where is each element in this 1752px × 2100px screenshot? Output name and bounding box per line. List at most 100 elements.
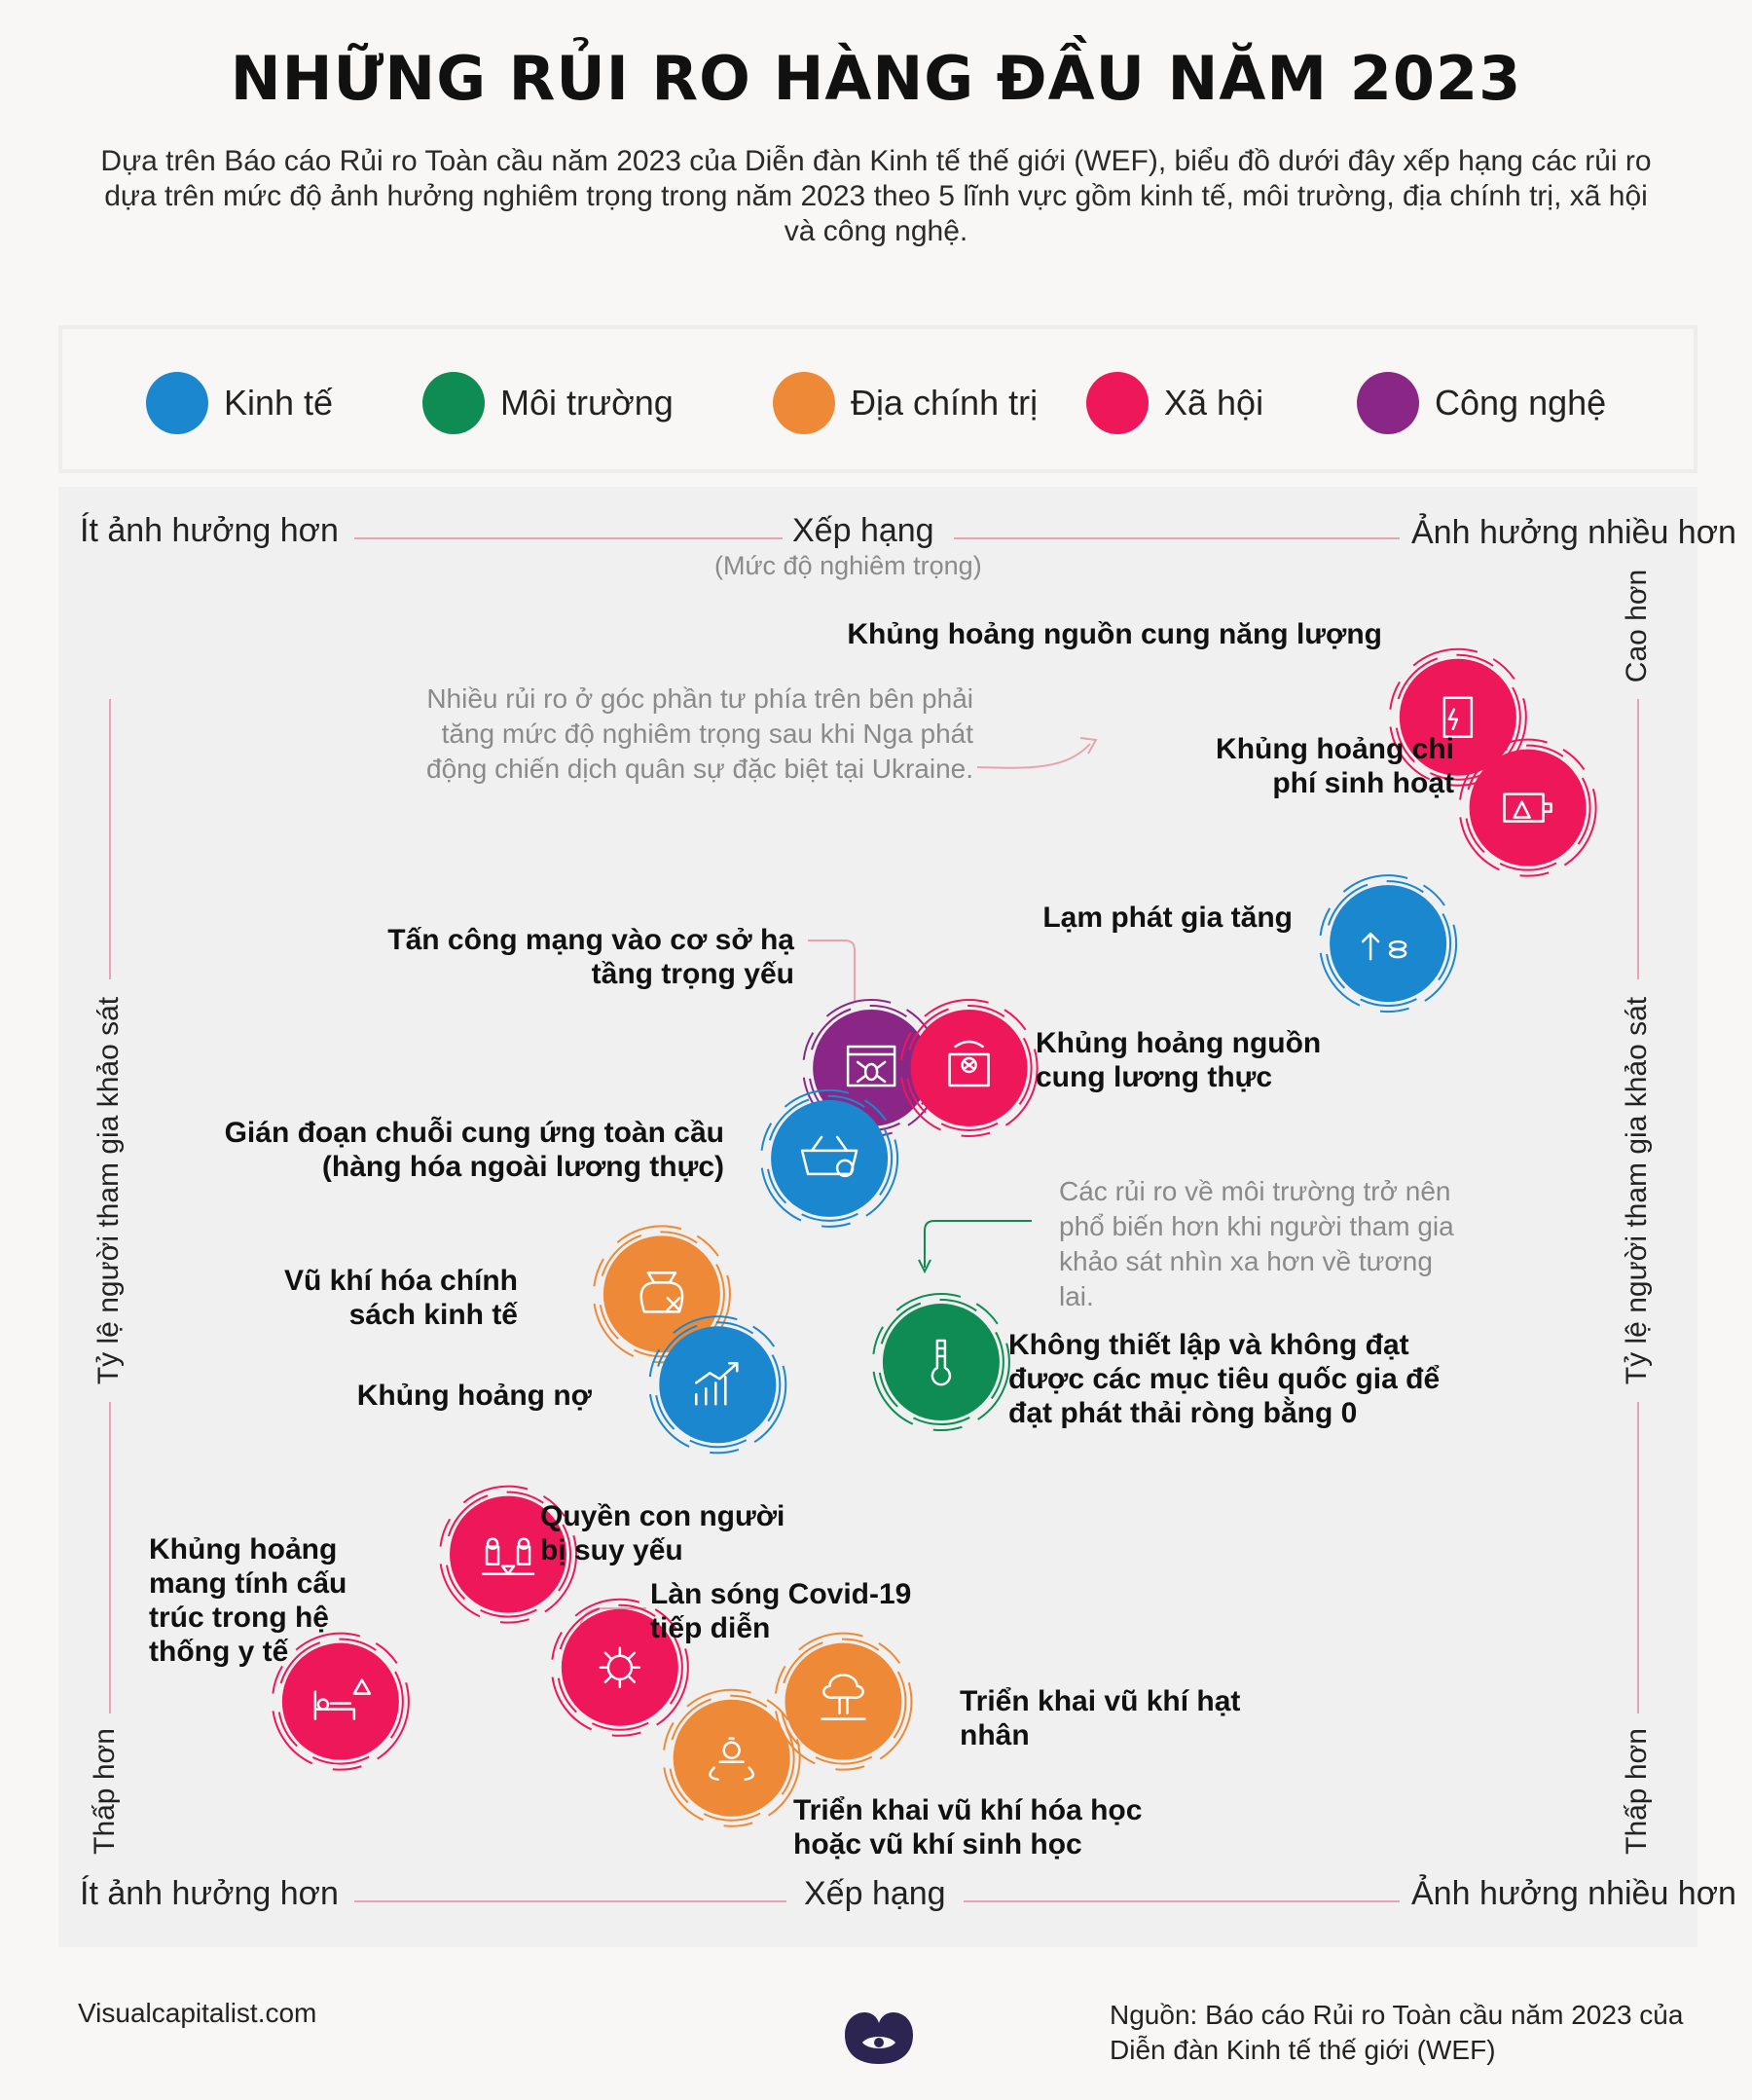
risk-mark-ring bbox=[871, 1293, 1010, 1432]
legend-label-geopolitics: Địa chính trị bbox=[851, 383, 1039, 423]
legend-label-environment: Môi trường bbox=[500, 383, 674, 423]
risk-point bbox=[882, 1304, 1000, 1421]
axis-right-line-top bbox=[1637, 699, 1639, 979]
legend-dot-society bbox=[1086, 372, 1149, 434]
risk-mark-ring bbox=[760, 1088, 899, 1228]
axis-top-line-left bbox=[354, 537, 783, 539]
risk-mark-ring-inner bbox=[654, 1321, 782, 1449]
axis-top-sub-label: (Mức độ nghiêm trọng) bbox=[714, 551, 982, 580]
risk-mark-0 bbox=[1388, 647, 1527, 787]
growth-chart-icon bbox=[695, 1362, 739, 1406]
risk-mark-ring-inner bbox=[276, 1638, 404, 1765]
risk-mark-ring-inner bbox=[780, 1638, 907, 1765]
axis-left-line-top bbox=[109, 699, 111, 979]
page-title: NHỮNG RỦI RO HÀNG ĐẦU NĂM 2023 bbox=[230, 43, 1522, 114]
visual-capitalist-logo-icon bbox=[845, 2011, 913, 2064]
risk-point bbox=[785, 1642, 902, 1760]
axis-top-right-label: Ảnh hưởng nhiều hơn bbox=[1411, 514, 1736, 551]
risk-mark-1 bbox=[1458, 738, 1597, 877]
risk-label-chem-bio: Triển khai vũ khí hóa học hoặc vũ khí si… bbox=[793, 1794, 1143, 1861]
risk-mark-5 bbox=[760, 1088, 899, 1228]
biohazard-icon bbox=[709, 1737, 755, 1782]
risk-mark-ring-inner bbox=[1325, 880, 1452, 1008]
risk-mark-11 bbox=[271, 1632, 410, 1771]
people-scale-icon bbox=[481, 1537, 535, 1575]
nuclear-icon bbox=[821, 1674, 866, 1720]
risk-label-food: Khủng hoảng nguồn cung lương thực bbox=[1036, 1027, 1322, 1093]
risk-mark-7 bbox=[648, 1315, 787, 1455]
axis-bottom-left-label: Ít ảnh hưởng hơn bbox=[80, 1875, 339, 1912]
legend-item-society: Xã hội bbox=[1086, 372, 1263, 434]
risk-mark-ring bbox=[662, 1688, 801, 1827]
wallet-warning-icon bbox=[1503, 792, 1552, 823]
axis-left-line-bottom bbox=[109, 1402, 111, 1713]
cyber-bug-icon bbox=[846, 1045, 896, 1087]
legend-label-economy: Kinh tế bbox=[224, 383, 334, 423]
risk-mark-ring bbox=[648, 1315, 787, 1455]
risk-label-economic-weapon: Vũ khí hóa chính sách kinh tế bbox=[283, 1265, 518, 1331]
legend-item-environment: Môi trường bbox=[422, 372, 674, 434]
legend-dot-environment bbox=[422, 372, 485, 434]
virus-icon bbox=[599, 1646, 641, 1689]
risk-mark-ring bbox=[1388, 647, 1527, 787]
risk-mark-2 bbox=[1319, 874, 1458, 1013]
risk-mark-13 bbox=[662, 1688, 801, 1827]
risk-mark-ring-inner bbox=[766, 1094, 894, 1222]
risk-label-cost-of-living: Khủng hoảng chi phí sinh hoạt bbox=[1216, 733, 1454, 799]
risk-mark-4 bbox=[899, 998, 1039, 1137]
risk-label-cyber: Tấn công mạng vào cơ sở hạ tầng trọng yế… bbox=[387, 924, 794, 990]
thermometer-icon bbox=[931, 1339, 952, 1386]
risk-point bbox=[281, 1642, 399, 1760]
risk-mark-ring bbox=[550, 1598, 689, 1737]
money-bag-icon bbox=[639, 1271, 684, 1313]
risk-point bbox=[910, 1009, 1028, 1126]
risk-mark-ring bbox=[774, 1632, 913, 1771]
annotation-arrows bbox=[579, 737, 1098, 1639]
axis-right-line-bottom bbox=[1637, 1402, 1639, 1713]
risk-mark-6 bbox=[592, 1225, 731, 1364]
note-environment: Các rủi ro về môi trường trở nên phổ biế… bbox=[1059, 1176, 1454, 1311]
axis-top-line-right bbox=[954, 537, 1400, 539]
risk-mark-ring-inner bbox=[668, 1694, 795, 1822]
hospital-bed-icon bbox=[313, 1678, 372, 1720]
inflation-icon bbox=[1361, 932, 1407, 961]
intro-text: Dựa trên Báo cáo Rủi ro Toàn cầu năm 202… bbox=[100, 145, 1652, 247]
risk-point bbox=[1399, 658, 1516, 776]
risk-mark-12 bbox=[774, 1632, 913, 1771]
risk-mark-ring-inner bbox=[1394, 653, 1521, 781]
energy-icon bbox=[1442, 696, 1474, 738]
risk-label-energy: Khủng hoảng nguồn cung năng lượng bbox=[847, 618, 1382, 650]
risk-point bbox=[659, 1326, 777, 1444]
risk-point bbox=[1330, 885, 1447, 1003]
legend-label-society: Xã hội bbox=[1164, 383, 1264, 423]
axis-top-center-label: Xếp hạng bbox=[792, 512, 934, 549]
footer-source: Nguồn: Báo cáo Rủi ro Toàn cầu năm 2023 … bbox=[1110, 2000, 1684, 2065]
risk-mark-ring-inner bbox=[556, 1603, 683, 1731]
legend-label-technology: Công nghệ bbox=[1435, 383, 1607, 423]
axis-bottom-center-label: Xếp hạng bbox=[804, 1875, 946, 1912]
risk-mark-ring-inner bbox=[905, 1004, 1033, 1131]
risk-mark-ring-inner bbox=[445, 1491, 572, 1618]
risk-mark-ring-inner bbox=[877, 1299, 1004, 1426]
risk-label-nuclear: Triển khai vũ khí hạt nhân bbox=[960, 1685, 1241, 1751]
legend: Kinh tế Môi trường Địa chính trị Xã hội … bbox=[58, 325, 1697, 473]
risk-point bbox=[602, 1235, 720, 1353]
legend-item-geopolitics: Địa chính trị bbox=[773, 372, 1038, 434]
footer-site: Visualcapitalist.com bbox=[78, 1998, 317, 2028]
note-ukraine: Nhiều rủi ro ở góc phần tư phía trên bên… bbox=[426, 683, 973, 784]
risk-mark-9 bbox=[439, 1485, 578, 1624]
axis-bottom-line-right bbox=[964, 1900, 1400, 1902]
axis-bottom-right-label: Ảnh hưởng nhiều hơn bbox=[1411, 1875, 1736, 1912]
legend-dot-economy bbox=[146, 372, 208, 434]
risk-mark-ring-inner bbox=[1464, 744, 1591, 871]
risk-label-human-rights: Quyền con người bị suy yếu bbox=[540, 1500, 785, 1566]
food-sack-icon bbox=[948, 1040, 990, 1087]
legend-dot-technology bbox=[1357, 372, 1419, 434]
legend-item-technology: Công nghệ bbox=[1357, 372, 1606, 434]
basket-x-icon bbox=[800, 1135, 858, 1178]
risk-point bbox=[1469, 749, 1587, 866]
risk-mark-ring bbox=[592, 1225, 731, 1364]
risk-point bbox=[771, 1099, 889, 1217]
risk-label-inflation: Lạm phát gia tăng bbox=[1042, 902, 1293, 934]
